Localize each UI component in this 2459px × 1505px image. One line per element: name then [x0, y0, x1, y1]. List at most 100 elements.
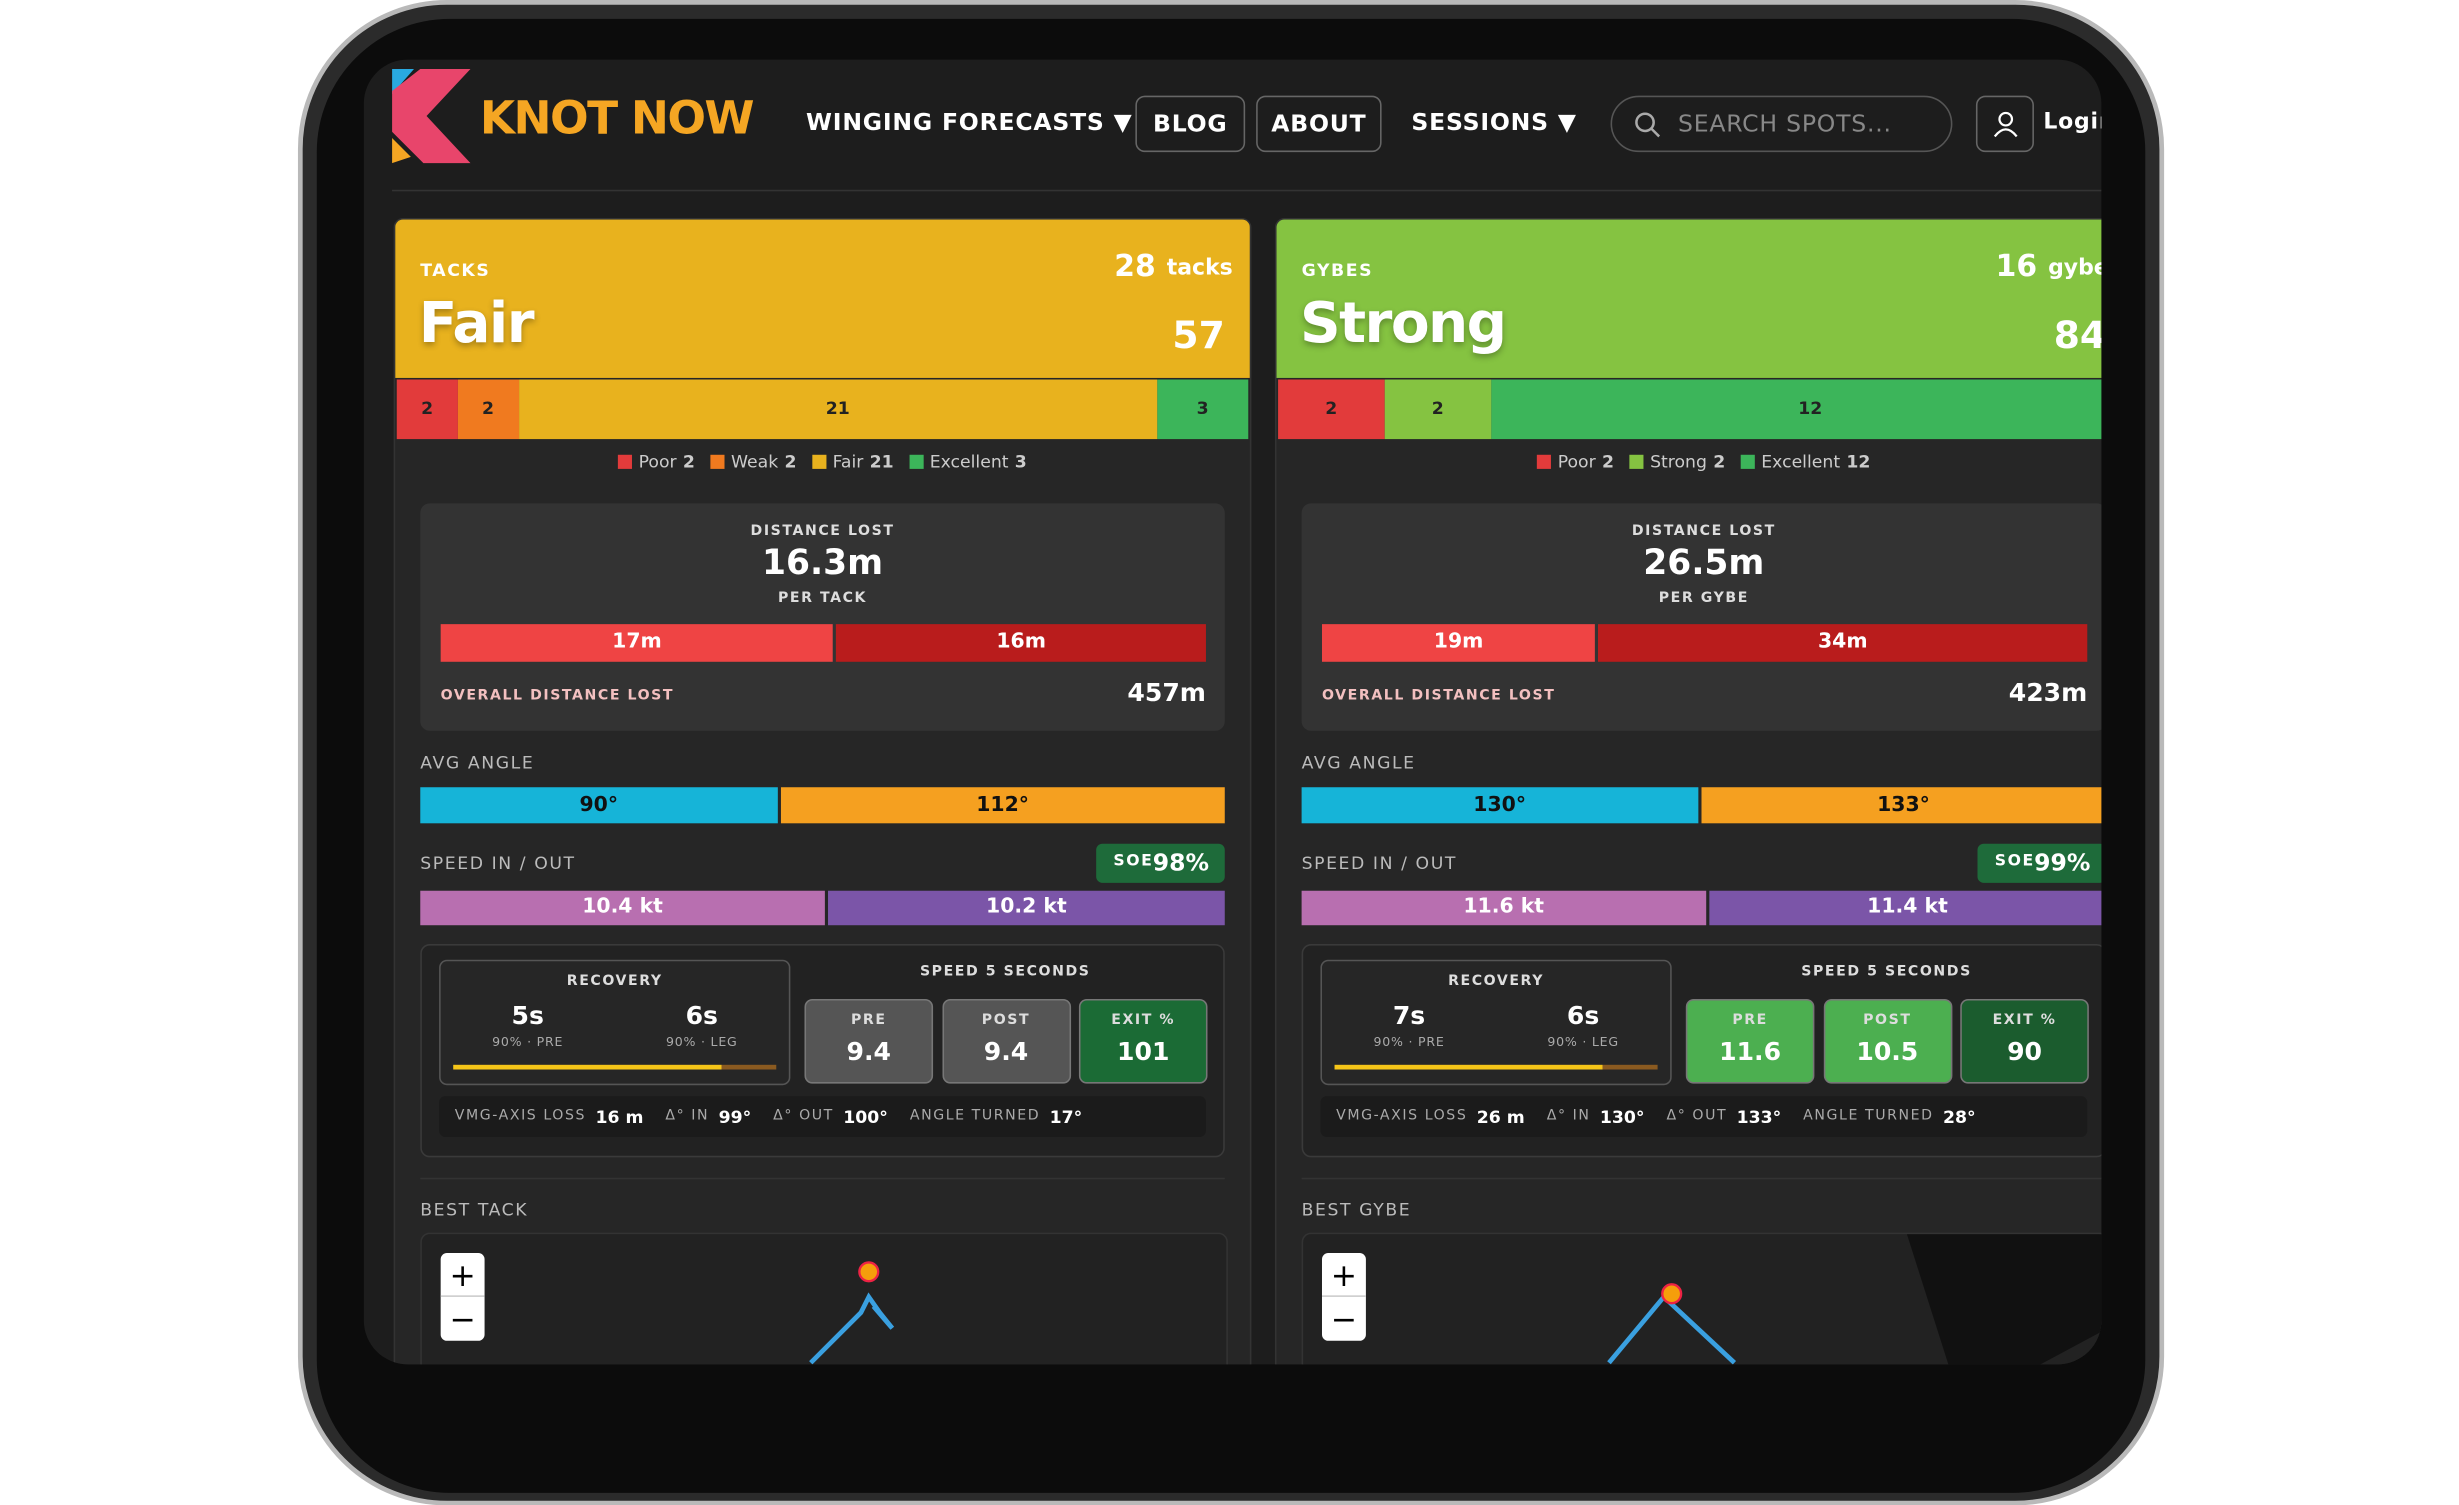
recovery-box: RECOVERY 7s 90% · PRE 6s 90% · LEG	[1320, 959, 1672, 1086]
screen: KNOT NOW WINGING FORECASTS ▼ BLOG ABOUT …	[363, 59, 2102, 1365]
panel-label: GYBES	[1301, 260, 1374, 281]
rating: Fair	[418, 291, 535, 356]
stat-value: 130°	[1599, 1106, 1645, 1127]
legend-count: 3	[1014, 451, 1027, 473]
stat-label: Δ° OUT	[773, 1108, 834, 1125]
angle-bar: 130° 133°	[1301, 787, 2102, 824]
stat: Δ° IN 99°	[665, 1106, 751, 1126]
panel: TACKS 28 tacks Fair 57 2 2 21 3 Poor 2 Weak 2 Fair 21 E…	[393, 217, 1252, 1365]
zoom-out[interactable]: −	[1330, 1300, 1358, 1338]
legend-swatch	[618, 454, 633, 469]
soe-badge: SOE 99%	[1977, 843, 2102, 883]
legend-count: 2	[1601, 451, 1614, 473]
panel-header	[395, 219, 1250, 378]
user-button[interactable]	[1975, 95, 2034, 153]
metrics-card: RECOVERY 7s 90% · PRE 6s 90% · LEG SPEED 5 SE…	[1301, 944, 2102, 1158]
distance-unit: PER TACK	[777, 591, 868, 607]
legend-count: 2	[784, 451, 797, 473]
legend-count: 2	[682, 451, 695, 473]
tile-value: 10.5	[1856, 1036, 1919, 1067]
legend-item: Fair 21	[812, 451, 894, 473]
tile-value: 9.4	[846, 1036, 892, 1067]
score: 84	[2053, 313, 2102, 358]
legend-item: Weak 2	[710, 451, 797, 473]
recovery-label: 90% · PRE	[492, 1035, 564, 1050]
stat-value: 26 m	[1476, 1106, 1525, 1127]
angle-segment: 112°	[780, 787, 1225, 824]
zoom-in[interactable]: +	[440, 1253, 485, 1297]
panel: GYBES16gybesStrong842212Poor2Strong2Exce…	[1274, 217, 2102, 1365]
soe-label: SOE	[1994, 853, 2035, 871]
zoom-in[interactable]: +	[1321, 1253, 1366, 1297]
stat: Δ° OUT 100°	[773, 1106, 888, 1126]
stat-value: 99°	[718, 1106, 752, 1127]
search-icon	[1635, 112, 1661, 138]
legend-swatch	[1537, 454, 1552, 469]
distance-split-segment: 34m	[1598, 624, 2088, 662]
legend-name: Poor	[638, 451, 677, 473]
speed-segment: 11.4 kt	[1708, 890, 2102, 926]
stat: VMG-AXIS LOSS 26 m	[1336, 1106, 1525, 1126]
map: + −	[420, 1232, 1228, 1365]
speed-segment: 10.2 kt	[827, 890, 1225, 926]
recovery-value: 7s	[1392, 1000, 1426, 1031]
nav-button[interactable]: ABOUT	[1256, 95, 1382, 153]
angle-bar: 90° 112°	[420, 787, 1225, 824]
legend-item: Strong 2	[1629, 451, 1726, 473]
search-box[interactable]: SEARCH SPOTS...	[1610, 95, 1953, 153]
recovery-value: 5s	[511, 1000, 544, 1031]
nav-button[interactable]: BLOG	[1135, 95, 1246, 153]
stat: ANGLE TURNED 17°	[910, 1106, 1082, 1126]
recovery-label: 90% · LEG	[665, 1035, 738, 1050]
legend-name: Fair	[832, 451, 864, 473]
segment: 2	[396, 379, 458, 440]
overall-value: 423m	[2008, 677, 2088, 708]
stats-row: VMG-AXIS LOSS 16 m Δ° IN 99° Δ° OUT 100° ANGLE…	[439, 1096, 1206, 1137]
soe-label: SOE	[1113, 853, 1154, 871]
zoom-out[interactable]: −	[449, 1300, 476, 1338]
count: 16	[1995, 249, 2038, 284]
nav-item[interactable]: SESSIONS ▼	[1411, 108, 1577, 137]
tile-value: 101	[1117, 1036, 1170, 1067]
distance-split-segment: 17m	[440, 624, 834, 662]
overall-label: OVERALL DISTANCE LOST	[1321, 688, 1556, 705]
legend-swatch	[1740, 454, 1756, 469]
tile-label: POST	[981, 1013, 1031, 1029]
segment: 3	[1157, 379, 1249, 440]
stage: KNOT NOW WINGING FORECASTS ▼ BLOG ABOUT …	[297, 0, 2165, 1505]
stat-label: Δ° OUT	[1666, 1108, 1728, 1125]
segment-bar: 2 2 12	[1278, 379, 2102, 440]
search-placeholder: SEARCH SPOTS...	[1677, 109, 1892, 139]
segment-bar: 2 2 21 3	[396, 379, 1249, 440]
stat-label: Δ° IN	[1546, 1108, 1591, 1125]
speed-tile: EXIT % 90	[1960, 998, 2089, 1084]
zoom-control: + −	[1321, 1252, 1366, 1341]
segment: 21	[518, 379, 1158, 440]
angle-segment: 133°	[1700, 787, 2102, 824]
score: 57	[1172, 313, 1225, 358]
tile-label: PRE	[1732, 1013, 1768, 1029]
distance-split-segment: 16m	[836, 624, 1206, 662]
speed-tile: PRE 11.6	[1685, 998, 1815, 1084]
track	[1607, 1234, 2102, 1365]
tile-label: POST	[1863, 1013, 1912, 1029]
distance-split-bar: 19m 34m	[1321, 624, 2088, 662]
speed-tile: PRE 9.4	[804, 998, 934, 1084]
track	[809, 1261, 895, 1365]
best-title: BEST GYBE	[1301, 1199, 1412, 1221]
legend-swatch	[1629, 454, 1644, 469]
user-icon	[1993, 111, 2017, 138]
segment: 2	[1384, 379, 1491, 440]
legend-item: Poor 2	[1537, 452, 1614, 472]
speed-bar: 11.6 kt 11.4 kt	[1301, 890, 2102, 926]
soe-value: 99%	[2034, 848, 2091, 877]
map: + −	[1301, 1232, 2102, 1365]
nav-item[interactable]: WINGING FORECASTS ▼	[806, 108, 1133, 137]
recovery-value: 6s	[685, 1000, 718, 1031]
recovery-progress	[453, 1064, 777, 1070]
panel-header	[1276, 219, 2102, 378]
legend-count: 2	[1713, 451, 1726, 473]
legend-item: Excellent 12	[1740, 452, 1870, 472]
stat-label: ANGLE TURNED	[1803, 1108, 1934, 1125]
login-link[interactable]: Login	[2043, 109, 2101, 135]
